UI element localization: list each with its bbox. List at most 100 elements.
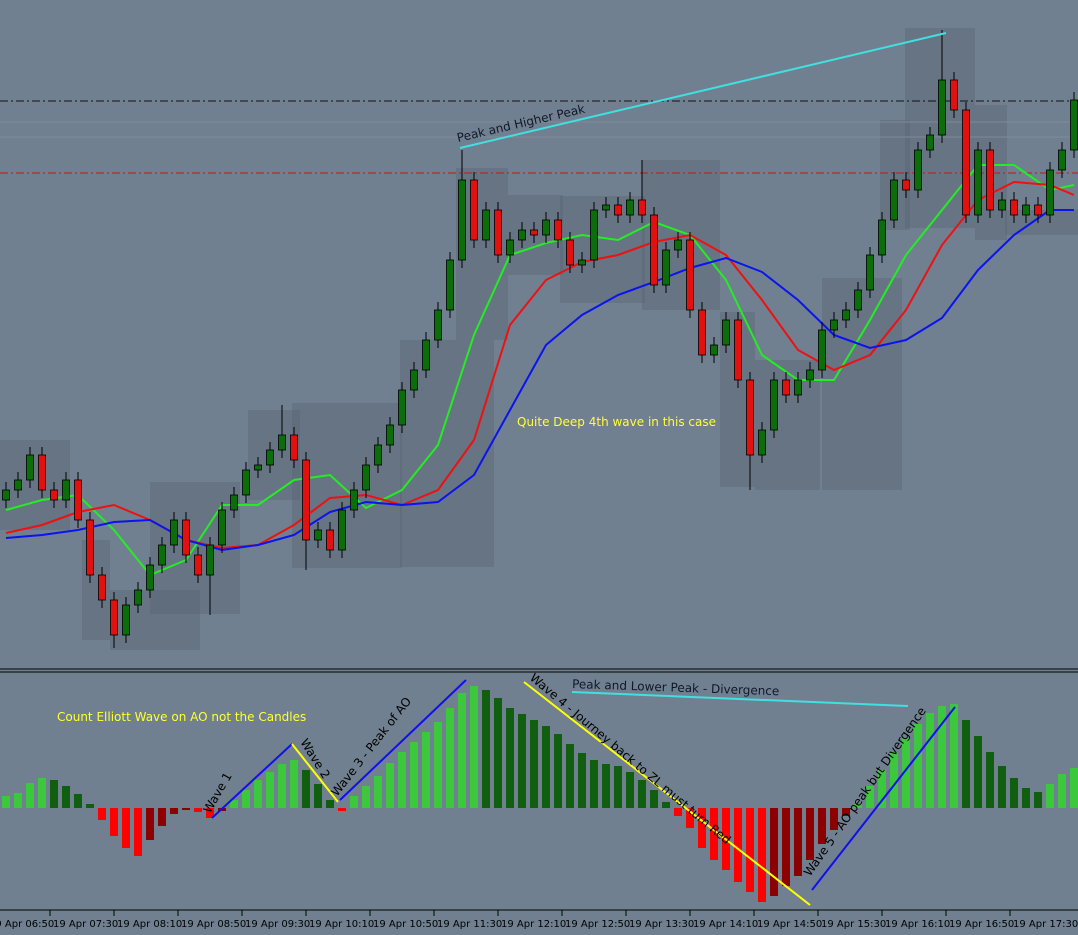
candle-body [1070,99,1078,151]
ao-bar [86,804,94,808]
candle-body [986,149,994,211]
candle-body [266,449,274,466]
candle-body [110,599,118,636]
candle-body [338,509,346,551]
candle-body [998,199,1006,211]
ao-bar [638,780,646,808]
ao-bar [566,744,574,808]
ao-bar [614,766,622,808]
ao-bar [1046,784,1054,808]
ao-bar [818,808,826,844]
ao-bar [1034,792,1042,808]
candle-body [230,494,238,511]
ao-bar [38,778,46,808]
ao-bar [410,742,418,808]
candle-body [602,204,610,211]
ao-bar [770,808,778,896]
candle-body [794,379,802,396]
time-label: 19 Apr 07:30 [53,919,118,930]
ao-bar [578,753,586,808]
candle-body [530,229,538,236]
candle-body [398,389,406,426]
candle-body [170,519,178,546]
ao-bar [242,790,250,808]
candle-body [710,344,718,356]
ao-bar [914,724,922,808]
ao-bar [590,760,598,808]
candle-body [26,454,34,481]
ao-bar [626,772,634,808]
ao-bar [422,732,430,808]
time-label: 19 Apr 13:30 [629,919,694,930]
ao-bar [746,808,754,892]
ao-bar [518,714,526,808]
candle-body [482,209,490,241]
candle-body [1034,204,1042,216]
time-label: 19 Apr 10:10 [309,919,374,930]
candle-body [146,564,154,591]
candle-body [914,149,922,191]
ao-bar [434,722,442,808]
candle-body [938,79,946,136]
candle-body [14,479,22,491]
ao-bar [158,808,166,826]
candle-body [650,214,658,286]
ao-bar [530,720,538,808]
candle-body [302,459,310,541]
candle-body [866,254,874,291]
candle-body [422,339,430,371]
candle-body [350,489,358,511]
ao-bar [662,802,670,808]
ao-bar [446,708,454,808]
candle-body [458,179,466,261]
ao-bar [554,734,562,808]
candle-body [962,109,970,216]
candle-body [494,209,502,256]
candle-body [182,519,190,556]
candle-body [446,259,454,311]
ao-bar [890,752,898,808]
ao-bar [170,808,178,814]
candle-body [242,469,250,496]
ao-bar [758,808,766,902]
ao-bar [938,706,946,808]
ao-bar [494,698,502,808]
ao-bar [26,783,34,808]
annotation: Quite Deep 4th wave in this case [517,415,716,429]
ao-bar [458,693,466,808]
ao-bar [962,720,970,808]
ao-bar [1010,778,1018,808]
candle-body [518,229,526,241]
ao-bar [830,808,838,830]
ao-bar [482,690,490,808]
ao-bar [794,808,802,876]
ao-bar [878,770,886,808]
ao-bar [146,808,154,840]
time-label: 19 Apr 11:30 [437,919,502,930]
candle-body [674,239,682,251]
candle-body [290,434,298,461]
candle-body [374,444,382,466]
candle-body [326,529,334,551]
candle-body [950,79,958,111]
ao-bar [842,808,850,816]
time-label: 19 Apr 06:50 [0,919,54,930]
candle-body [62,479,70,501]
candle-body [890,179,898,221]
candle-body [842,309,850,321]
candle-body [410,369,418,391]
candle-body [50,489,58,501]
ao-bar [386,763,394,808]
time-label: 19 Apr 08:50 [181,919,246,930]
ao-bar [362,786,370,808]
ao-bar [782,808,790,886]
candle-body [854,289,862,311]
candle-body [554,219,562,241]
candle-body [758,429,766,456]
candle-body [122,604,130,636]
ao-bar [50,780,58,808]
candle-body [1010,199,1018,216]
ao-bar [254,780,262,808]
time-label: 19 Apr 17:30 [1013,919,1078,930]
